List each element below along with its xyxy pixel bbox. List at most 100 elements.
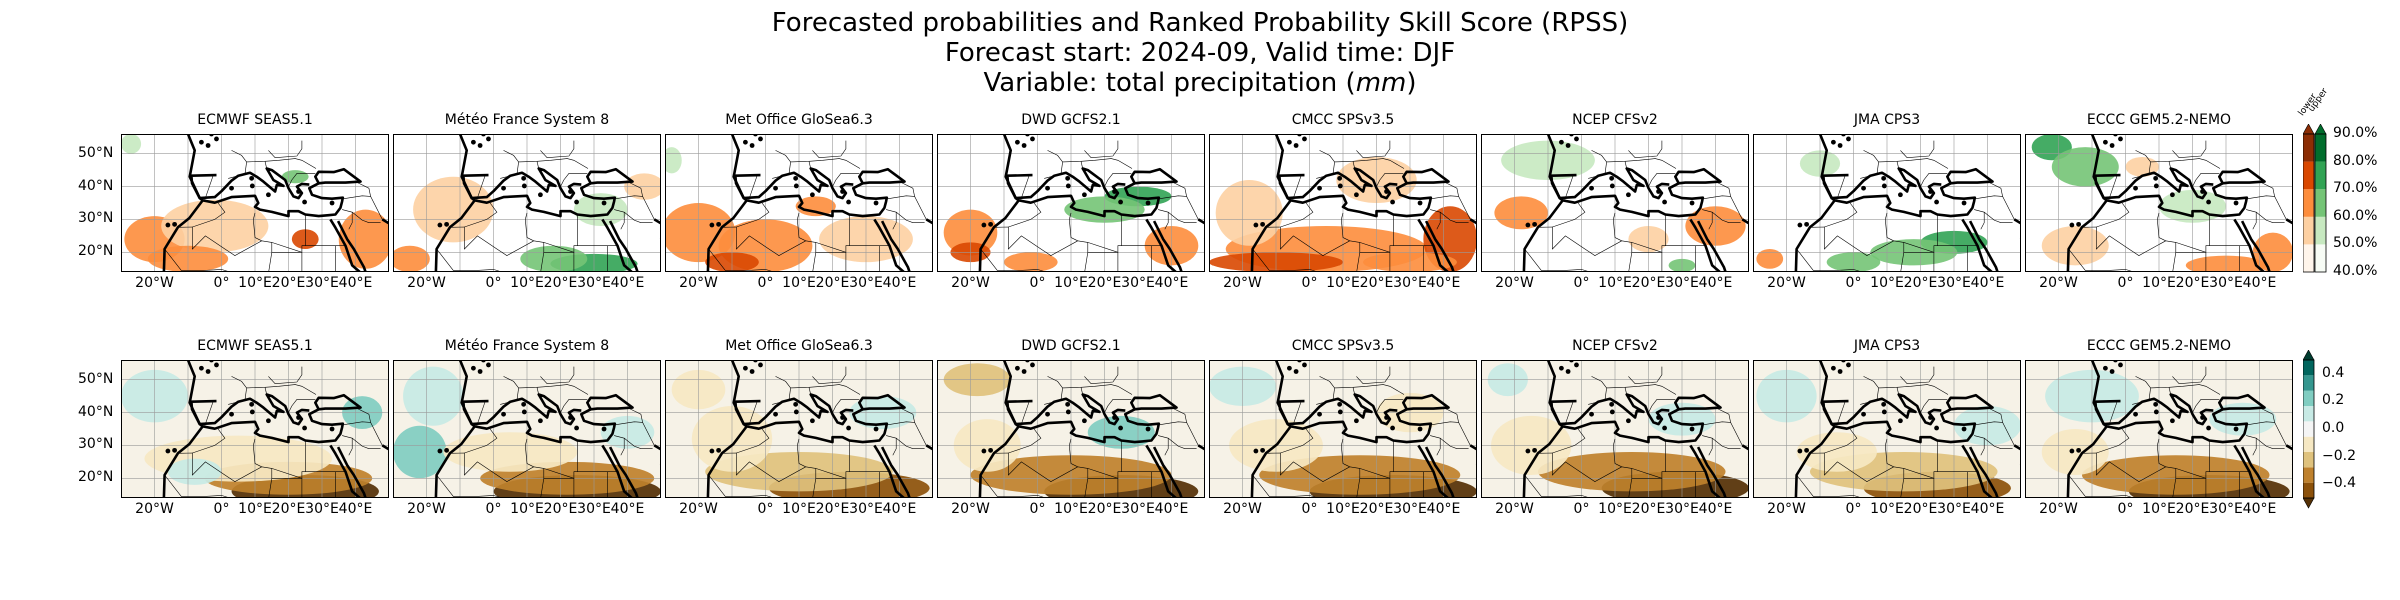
lon-tick-label: 20°E	[815, 501, 850, 517]
island	[1565, 369, 1571, 374]
country-border	[1836, 175, 1846, 200]
coastline	[1696, 220, 1727, 272]
island	[1934, 199, 1939, 205]
country-border	[573, 478, 575, 498]
country-border	[1069, 212, 1072, 220]
coastline	[1822, 167, 1942, 200]
country-border	[1809, 452, 1978, 482]
island	[568, 189, 573, 194]
lon-tick-label: 0°	[485, 501, 502, 517]
coastline	[1278, 167, 1398, 200]
coastline	[462, 167, 582, 200]
island	[1145, 200, 1151, 206]
colorbar-frame	[2303, 359, 2315, 499]
island	[1384, 189, 1389, 194]
island	[1045, 411, 1050, 417]
country-border	[2002, 422, 2015, 446]
island	[1589, 185, 1594, 191]
coastline	[2094, 167, 2214, 200]
island	[471, 139, 476, 145]
country-border	[2172, 140, 2207, 159]
coastline	[474, 167, 634, 218]
country-border	[1885, 445, 1894, 468]
island	[1934, 425, 1939, 431]
lower-tercile-region	[665, 203, 736, 263]
coastline	[1145, 444, 1178, 498]
country-border	[560, 399, 588, 413]
island	[1030, 362, 1035, 368]
country-border	[464, 428, 498, 454]
island	[1384, 415, 1389, 420]
coastline	[162, 134, 204, 272]
country-border	[1069, 219, 1078, 242]
country-border	[1900, 140, 1935, 159]
coastline	[1469, 218, 1477, 240]
island	[1253, 448, 1259, 454]
island	[1065, 183, 1071, 189]
country-border	[2081, 226, 2250, 256]
island	[2118, 136, 2123, 142]
country-border	[2157, 212, 2160, 220]
lon-tick-label: 0°	[757, 275, 774, 291]
island	[2153, 175, 2159, 181]
island	[521, 409, 527, 415]
island	[329, 200, 335, 206]
country-border	[797, 212, 800, 220]
country-border	[301, 478, 303, 498]
island	[249, 183, 255, 189]
country-border	[614, 435, 653, 449]
country-border	[343, 181, 371, 199]
lower-tercile-region	[2041, 226, 2109, 266]
country-border	[1280, 202, 1314, 228]
island	[1082, 418, 1087, 424]
lon-tick-label: 10°E	[238, 501, 272, 517]
coastline	[2233, 218, 2266, 272]
country-border	[1920, 399, 1948, 413]
lon-tick-label: 10°E	[1326, 275, 1360, 291]
rpss-colorbar-segment	[2303, 467, 2314, 483]
coastline	[2285, 444, 2293, 466]
lower-tercile-region	[1756, 249, 1784, 269]
rpss-colorbar-segment	[2303, 452, 2314, 468]
panel-title-0: Météo France System 8	[444, 112, 610, 128]
country-border	[1613, 445, 1622, 468]
island	[1030, 136, 1035, 142]
lat-tick-label: 30°N	[78, 210, 114, 227]
country-border	[887, 407, 915, 425]
country-border	[288, 399, 316, 413]
country-border	[1606, 158, 1677, 169]
lower-tercile-region	[413, 176, 494, 243]
lon-tick-label: 0°	[1301, 501, 1318, 517]
lon-tick-label: 20°W	[1223, 501, 1262, 517]
island	[1260, 221, 1265, 227]
lon-tick-label: 20°E	[543, 501, 578, 517]
country-border	[1974, 209, 2013, 223]
rpss-tick-label: 0.0	[2322, 420, 2345, 436]
island	[1662, 199, 1667, 205]
panel-title-1: NCEP CFSv2	[1572, 338, 1658, 354]
country-border	[832, 173, 860, 187]
country-border	[1708, 212, 1713, 230]
figure-title: Forecasted probabilities and Ranked Prob…	[0, 8, 2400, 98]
island	[773, 185, 778, 191]
lon-tick-label: 30°E	[305, 501, 339, 517]
lon-tick-label: 10°E	[2142, 501, 2176, 517]
lon-tick-label: 40°E	[610, 501, 645, 517]
country-border	[192, 428, 226, 454]
coastline	[734, 167, 854, 200]
country-border	[1341, 212, 1344, 220]
country-border	[525, 212, 528, 220]
lon-tick-label: 40°E	[1426, 275, 1461, 291]
upper-colorbar-segment	[2315, 216, 2326, 245]
lon-tick-label: 0°	[1029, 501, 1046, 517]
coastline	[1250, 134, 1292, 272]
map-frame	[1481, 134, 1749, 272]
country-border	[620, 212, 625, 230]
island	[1532, 447, 1537, 453]
rpss-tick-label: 0.4	[2322, 364, 2345, 381]
country-border	[1356, 140, 1391, 159]
coastline	[601, 444, 634, 498]
country-border	[1980, 438, 1985, 456]
coastline	[1152, 220, 1183, 272]
lat-tick-label: 20°N	[78, 469, 114, 486]
